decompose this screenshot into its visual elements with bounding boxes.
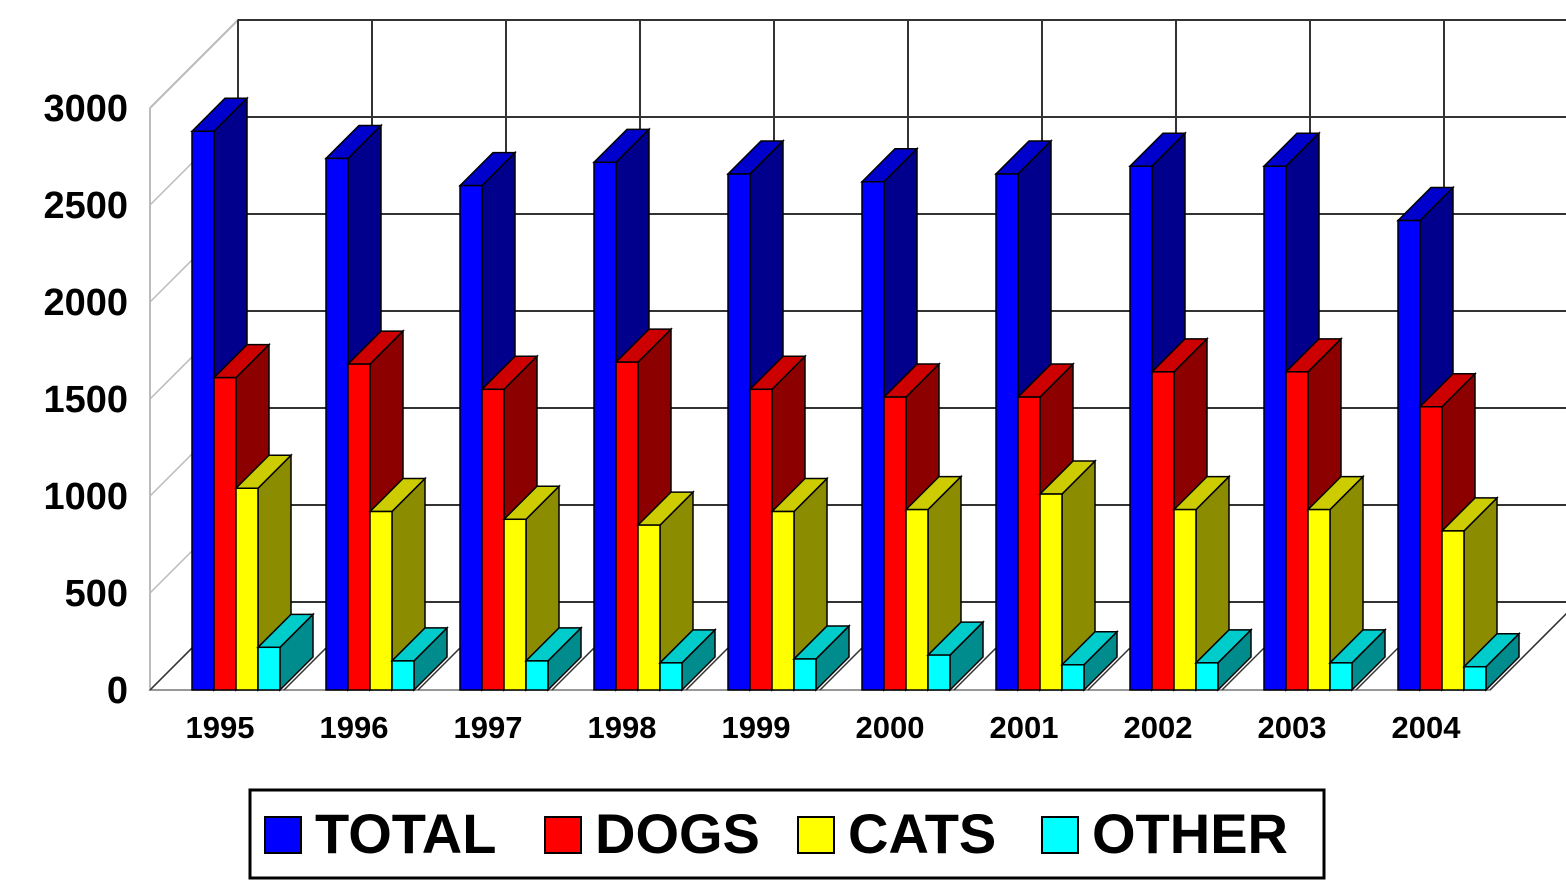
bar-front xyxy=(995,173,1019,691)
legend-swatch-dogs xyxy=(544,816,582,854)
bar-front xyxy=(1017,396,1041,691)
bar-front xyxy=(1039,493,1063,691)
y-tick-label: 2000 xyxy=(43,282,128,324)
bar-other-1997 xyxy=(524,626,583,692)
bar-front xyxy=(1151,371,1175,691)
x-tick-label: 2002 xyxy=(1124,710,1193,745)
legend-swatch-other xyxy=(1041,816,1079,854)
y-tick-label: 1000 xyxy=(43,476,128,518)
bar-front xyxy=(525,660,549,691)
legend-swatch-total xyxy=(264,816,302,854)
bar-front xyxy=(1263,165,1287,691)
legend-label-total: TOTAL xyxy=(315,802,496,865)
bar-front xyxy=(391,660,415,691)
bar-front xyxy=(1441,530,1465,691)
y-tick-label: 500 xyxy=(65,573,128,615)
bar-front xyxy=(191,130,215,691)
bar-other-2002 xyxy=(1194,628,1253,692)
bar-front xyxy=(481,388,505,691)
bar-front xyxy=(749,388,773,691)
x-tick-label: 1998 xyxy=(588,710,657,745)
legend-label-dogs: DOGS xyxy=(595,802,760,865)
bar-front xyxy=(905,508,929,691)
bar-cats-1999 xyxy=(770,476,829,692)
bar-front xyxy=(325,157,349,691)
bar-front xyxy=(235,487,259,691)
bar-front xyxy=(1061,664,1085,691)
bar-other-1996 xyxy=(390,626,449,692)
bar-front xyxy=(503,518,527,691)
bar-front xyxy=(927,654,951,691)
y-tick-label: 0 xyxy=(107,670,128,712)
bar-front xyxy=(861,180,885,691)
bar-front xyxy=(1419,406,1443,691)
y-tick-label: 1500 xyxy=(43,379,128,421)
legend-label-other: OTHER xyxy=(1092,802,1288,865)
bar-cats-2003 xyxy=(1306,474,1365,692)
floor-divider xyxy=(1489,612,1566,691)
y-tick-label: 2500 xyxy=(43,185,128,227)
x-tick-label: 2001 xyxy=(990,710,1059,745)
x-tick-label: 2004 xyxy=(1392,710,1462,745)
bar-other-1999 xyxy=(792,624,851,692)
x-tick-label: 2003 xyxy=(1258,710,1327,745)
legend-swatch-cats xyxy=(797,816,835,854)
bar-front xyxy=(1397,219,1421,691)
legend-box xyxy=(248,788,1326,880)
bar-other-2001 xyxy=(1060,629,1119,692)
y-axis-ticks: 0 500 1000 1500 2000 2500 3000 xyxy=(43,88,128,712)
x-tick-label: 1999 xyxy=(722,710,791,745)
bar-front xyxy=(369,510,393,691)
bar-front xyxy=(1195,662,1219,691)
bar-front xyxy=(1285,371,1309,691)
bar-front xyxy=(615,361,639,691)
x-tick-label: 1997 xyxy=(454,710,523,745)
bar-other-2003 xyxy=(1328,628,1387,692)
bar-front xyxy=(883,396,907,691)
bar-front xyxy=(637,524,661,691)
legend-label-cats: CATS xyxy=(848,802,996,865)
bar-other-1998 xyxy=(658,628,717,692)
bar-front xyxy=(1307,508,1331,691)
bar-front xyxy=(659,662,683,691)
bar-front xyxy=(1173,508,1197,691)
bar-front xyxy=(347,363,371,691)
bars xyxy=(190,96,1521,692)
bar-cats-2002 xyxy=(1172,474,1231,692)
x-axis-ticks: 1995 1996 1997 1998 1999 2000 2001 2002 2003 2004 xyxy=(186,710,1462,745)
bar-front xyxy=(593,161,617,691)
bar-front xyxy=(727,173,751,691)
x-tick-label: 1996 xyxy=(320,710,389,745)
bar-cats-1996 xyxy=(368,476,427,692)
legend: TOTAL DOGS CATS OTHER xyxy=(248,788,1326,880)
bar-front xyxy=(459,184,483,691)
bar-front xyxy=(213,376,237,691)
y-tick-label: 3000 xyxy=(43,88,128,130)
x-tick-label: 1995 xyxy=(186,710,255,745)
bar-front xyxy=(1329,662,1353,691)
x-tick-label: 2000 xyxy=(856,710,925,745)
bar-other-2004 xyxy=(1462,631,1521,692)
gridline-side xyxy=(149,19,239,109)
bar-other-1995 xyxy=(256,612,315,692)
bar-front xyxy=(1129,165,1153,691)
bar-front xyxy=(793,658,817,691)
bar-front xyxy=(1463,665,1487,691)
bar-front xyxy=(257,646,281,691)
bar-other-2000 xyxy=(926,620,985,692)
bar-front xyxy=(771,510,795,691)
bar-cats-2001 xyxy=(1038,459,1097,692)
